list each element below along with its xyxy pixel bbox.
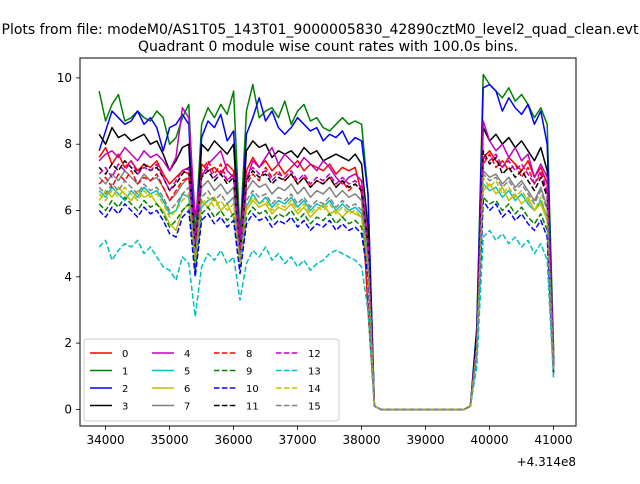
series-layer xyxy=(98,73,555,411)
x-tick-label: 41000 xyxy=(535,433,573,447)
x-axis: 34000 35000 36000 37000 38000 39000 40000 41000 xyxy=(87,426,573,447)
legend-label-12: 12 xyxy=(308,349,321,360)
legend-label-10: 10 xyxy=(246,384,259,395)
y-tick-label: 8 xyxy=(64,137,72,151)
x-tick-label: 37000 xyxy=(279,433,317,447)
legend-label-13: 13 xyxy=(308,367,321,378)
series-line-8 xyxy=(98,153,555,411)
legend-box xyxy=(83,338,340,422)
x-tick-label: 40000 xyxy=(471,433,509,447)
legend-label-14: 14 xyxy=(308,384,321,395)
legend-label-7: 7 xyxy=(184,402,190,413)
plot-area xyxy=(79,57,577,427)
legend-label-9: 9 xyxy=(246,367,252,378)
y-tick-label: 0 xyxy=(64,402,72,416)
legend-label-15: 15 xyxy=(308,402,321,413)
chart-title: Quadrant 0 module wise count rates with … xyxy=(138,39,518,55)
legend-label-2: 2 xyxy=(122,384,128,395)
legend-label-6: 6 xyxy=(184,384,190,395)
x-tick-label: 34000 xyxy=(87,433,125,447)
legend-label-4: 4 xyxy=(184,349,190,360)
legend-label-3: 3 xyxy=(122,402,128,413)
x-tick-label: 35000 xyxy=(151,433,189,447)
legend-label-11: 11 xyxy=(246,402,259,413)
suptitle: Plots from file: modeM0/AS1T05_143T01_90… xyxy=(2,22,639,38)
y-tick-label: 2 xyxy=(64,336,72,350)
axes-frame xyxy=(79,57,577,427)
series-line-15 xyxy=(98,173,555,411)
series-line-13 xyxy=(98,229,555,411)
x-offset-label: +4.314e8 xyxy=(517,455,576,469)
legend-label-5: 5 xyxy=(184,367,190,378)
x-tick-label: 38000 xyxy=(343,433,381,447)
x-tick-label: 39000 xyxy=(407,433,445,447)
x-tick-label: 36000 xyxy=(215,433,253,447)
y-tick-label: 6 xyxy=(64,204,72,218)
legend-label-1: 1 xyxy=(122,367,128,378)
legend-label-8: 8 xyxy=(246,349,252,360)
legend-label-0: 0 xyxy=(122,349,128,360)
y-axis: 0 2 4 6 8 10 xyxy=(57,71,80,416)
y-tick-label: 10 xyxy=(57,71,72,85)
y-tick-label: 4 xyxy=(64,270,72,284)
